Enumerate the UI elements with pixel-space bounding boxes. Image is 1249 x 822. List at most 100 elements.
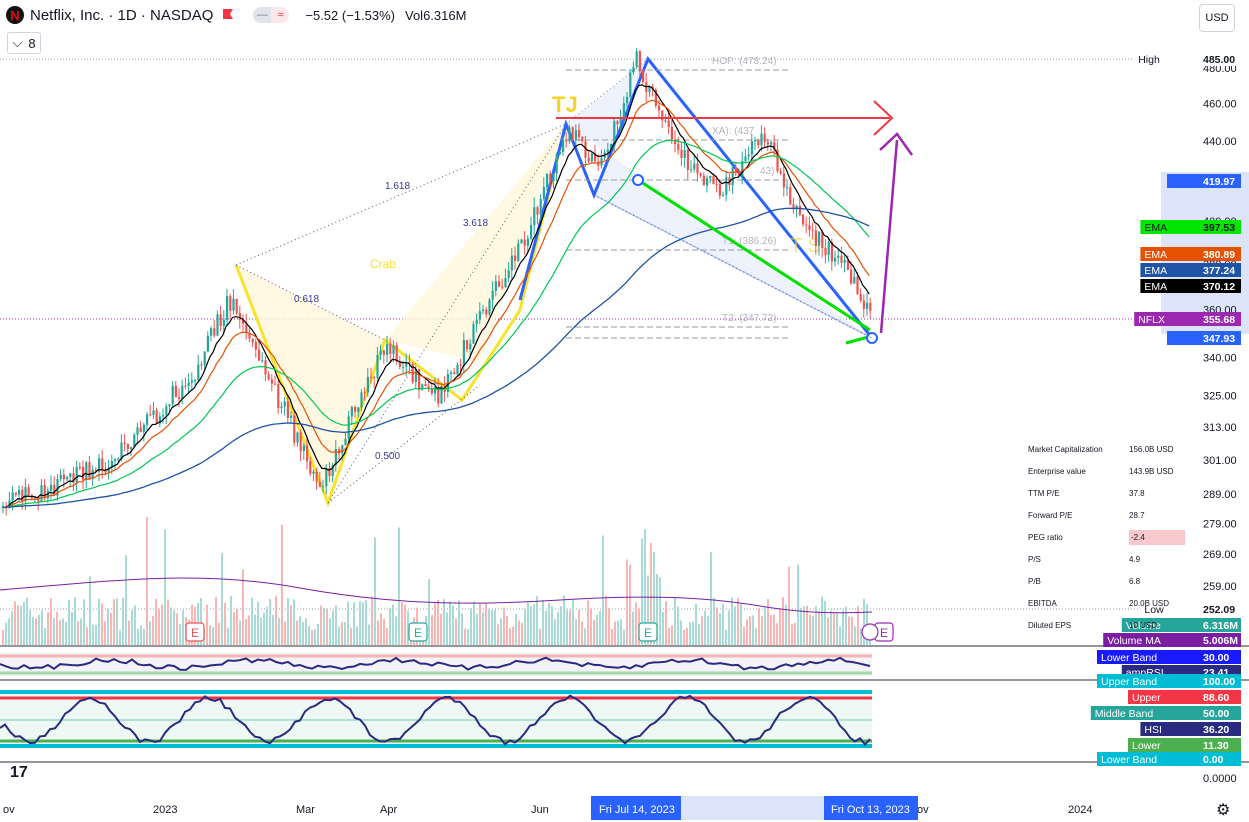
earnings-marker[interactable]: [638, 622, 658, 642]
gear-icon[interactable]: ⚙: [1216, 802, 1231, 819]
earnings-marker[interactable]: [861, 623, 879, 641]
candle-body: [738, 171, 741, 176]
price-tag-value: 6.316M: [1203, 620, 1238, 632]
time-axis-label: Apr: [380, 804, 397, 816]
approx-icon[interactable]: ≈: [271, 7, 290, 23]
candle-body: [718, 184, 721, 196]
volume-bar: [461, 613, 463, 645]
volume-bar: [731, 597, 733, 645]
fundamental-label: PEG ratio: [1028, 533, 1063, 542]
currency-button[interactable]: USD: [1199, 4, 1235, 32]
volume-bar: [509, 628, 511, 645]
candle-body: [536, 207, 539, 215]
volume-bar: [722, 603, 724, 645]
candle-body: [853, 276, 856, 284]
minus-icon[interactable]: —: [253, 7, 272, 23]
target-level-label: 43): [760, 166, 774, 177]
candle-body: [78, 466, 81, 468]
volume-bar: [374, 537, 376, 645]
volume-bar: [533, 604, 535, 645]
ema-green-line: [1, 139, 870, 508]
indicators-toggle-button[interactable]: ⌵ 8: [7, 32, 41, 54]
fundamental-row: Enterprise value 143.9B USD: [1028, 467, 1173, 476]
candle-body: [14, 492, 17, 495]
volume-bar: [479, 603, 481, 645]
volume-bar: [119, 629, 121, 645]
volume-bar: [530, 606, 532, 645]
volume-bar: [635, 602, 637, 645]
volume-bar: [575, 619, 577, 645]
fundamental-value: 6.8: [1129, 577, 1141, 586]
candle-body: [542, 187, 545, 199]
candle-body: [62, 474, 65, 480]
volume-bar: [860, 628, 862, 645]
candle-body: [670, 126, 673, 140]
flag-icon[interactable]: [221, 8, 235, 22]
volume-bar: [812, 615, 814, 645]
volume-bar: [554, 619, 556, 645]
candle-body: [350, 407, 353, 417]
candle-body: [453, 372, 456, 375]
pattern-point-circle: [632, 174, 644, 186]
price-tag-label-bg: [1134, 52, 1167, 66]
earnings-marker[interactable]: [185, 622, 205, 642]
volume-label: Vol: [405, 7, 424, 23]
candle-body: [194, 379, 197, 381]
volume-bar: [317, 623, 319, 645]
candle-body: [123, 442, 126, 445]
volume-bar: [695, 603, 697, 645]
candle-body: [578, 130, 581, 138]
volume-bar: [491, 610, 493, 645]
volume-bar: [125, 555, 127, 645]
candle-body: [683, 149, 686, 158]
candle-body: [507, 270, 510, 279]
volume-bar: [701, 615, 703, 645]
price-tag-value: 100.00: [1203, 676, 1235, 688]
fundamental-row: P/B 6.8: [1028, 577, 1140, 586]
candle-body: [427, 386, 430, 389]
candle-body: [267, 374, 270, 380]
volume-bar: [770, 615, 772, 645]
symbol-title[interactable]: Netflix, Inc. · 1D · NASDAQ: [30, 6, 214, 24]
candle-body: [146, 414, 149, 425]
volume-bar: [653, 551, 655, 645]
candle-body: [792, 204, 795, 210]
volume-bar: [800, 607, 802, 645]
candle-body: [11, 492, 14, 501]
candle-body: [488, 299, 491, 315]
candle-body: [837, 255, 840, 258]
volume-bar: [71, 611, 73, 645]
volume-bar: [404, 604, 406, 645]
candle-body: [555, 154, 558, 174]
price-tag-value: 88.60: [1203, 692, 1229, 704]
target-level-label: T2: (347.72): [722, 313, 776, 324]
candle-body: [258, 349, 261, 361]
price-tag-value-bg: [1167, 52, 1241, 66]
candle-body: [491, 290, 494, 300]
volume-bar: [302, 621, 304, 645]
candle-body: [539, 198, 542, 215]
compare-pill[interactable]: — ≈: [253, 7, 290, 23]
candle-body: [286, 401, 289, 418]
volume-bar: [368, 624, 370, 645]
candle-body: [862, 300, 865, 309]
price-tag-label: Volume: [1126, 620, 1161, 632]
earnings-marker[interactable]: [408, 622, 428, 642]
volume-bar: [674, 598, 676, 645]
volume-bar: [38, 615, 40, 645]
candle-body: [210, 328, 213, 336]
candle-body: [434, 387, 437, 394]
volume-bar: [236, 608, 238, 645]
volume-bar: [326, 609, 328, 645]
tradingview-logo-icon[interactable]: 17: [10, 764, 28, 781]
candle-body: [658, 105, 661, 111]
candle-body: [376, 354, 379, 379]
target-level-label: XA): (437: [712, 126, 755, 137]
candle-body: [786, 187, 789, 189]
volume-bar: [149, 621, 151, 645]
ts-label: T S: [790, 235, 821, 257]
volume-bar: [863, 598, 865, 645]
fib-connector: [593, 194, 873, 339]
volume-bar: [62, 618, 64, 645]
